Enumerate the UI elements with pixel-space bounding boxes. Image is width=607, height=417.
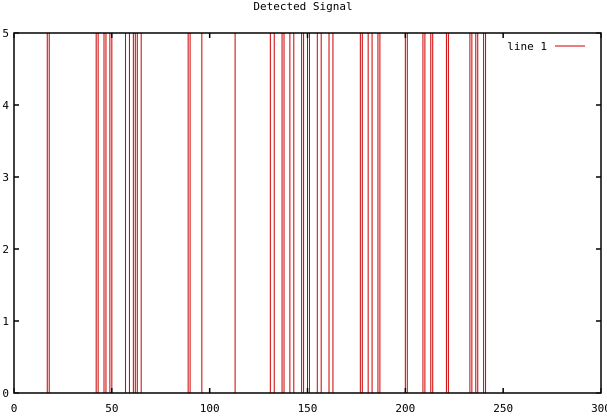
y-tick-label: 5	[2, 27, 9, 40]
y-tick-label: 3	[2, 171, 9, 184]
x-tick-label: 200	[395, 402, 415, 415]
x-tick-label: 300	[591, 402, 607, 415]
x-tick-label: 150	[298, 402, 318, 415]
x-tick-label: 250	[493, 402, 513, 415]
series-layer	[14, 32, 511, 394]
y-tick-label: 2	[2, 243, 9, 256]
y-tick-label: 4	[2, 99, 9, 112]
y-tick-label: 0	[2, 387, 9, 400]
legend-label: line 1	[507, 40, 547, 53]
x-tick-label: 50	[105, 402, 118, 415]
x-tick-label: 0	[11, 402, 18, 415]
axes: 0 50 100 150 200 250 300 0 1 2 3 4 5	[2, 27, 607, 415]
chart-title: Detected Signal	[253, 0, 352, 13]
series-line-1	[14, 32, 511, 394]
y-tick-label: 1	[2, 315, 9, 328]
legend: line 1	[507, 40, 585, 53]
x-tick-label: 100	[200, 402, 220, 415]
